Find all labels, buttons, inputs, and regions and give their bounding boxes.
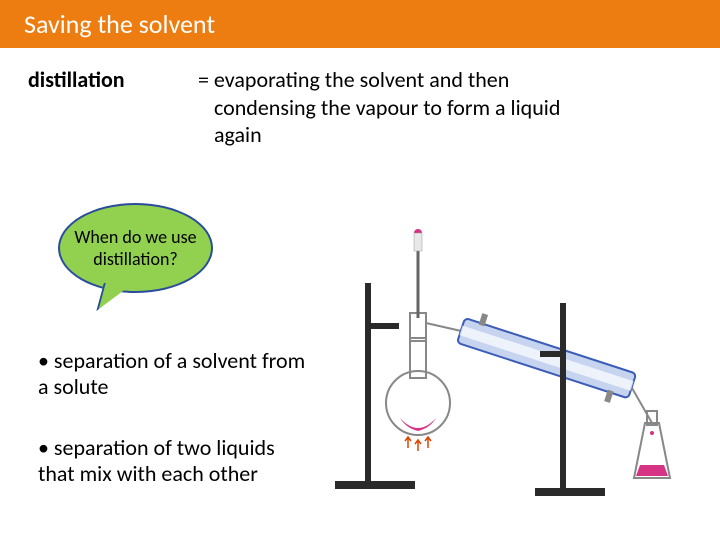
definition-line1: = evaporating the solvent and then (198, 66, 509, 93)
speech-bubble-wrap: When do we use distillation? (58, 203, 213, 293)
distillation-apparatus-icon (310, 223, 700, 513)
bubble-tail-icon (96, 283, 134, 311)
distillation-diagram (310, 223, 700, 513)
bullet-list: • separation of a solvent from a solute … (28, 348, 308, 522)
term-label: distillation (28, 66, 198, 93)
slide-title-bar: Saving the solvent (0, 0, 720, 48)
term-definition: = evaporating the solvent and then conde… (198, 66, 560, 149)
slide-title: Saving the solvent (24, 8, 215, 40)
definition-line3: again (198, 121, 560, 149)
bullet-item-1: • separation of a solvent from a solute (28, 348, 308, 401)
content-area: distillation = evaporating the solvent a… (0, 48, 720, 183)
bubble-text: When do we use distillation? (60, 226, 211, 270)
bullet-item-2: • separation of two liquids that mix wit… (28, 435, 308, 488)
speech-bubble: When do we use distillation? (58, 203, 213, 293)
definition-line2: condensing the vapour to form a liquid (198, 94, 560, 122)
term-definition-row: distillation = evaporating the solvent a… (28, 66, 692, 149)
